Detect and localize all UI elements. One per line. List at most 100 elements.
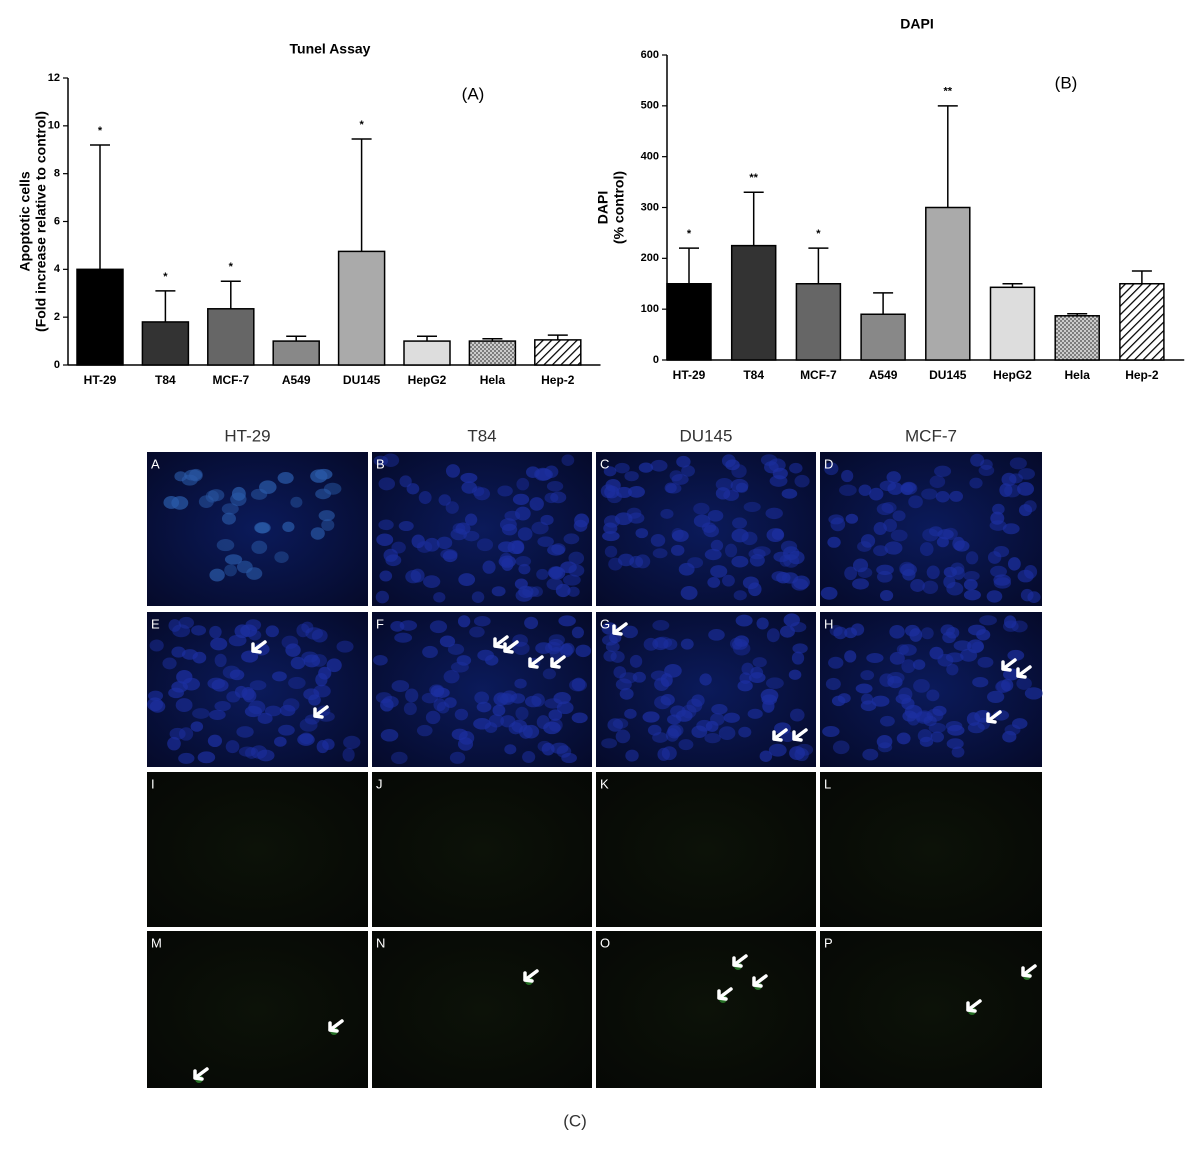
cell <box>512 641 530 655</box>
cell <box>791 651 805 665</box>
arrow <box>717 987 733 1001</box>
cell <box>272 671 287 682</box>
cell <box>947 724 965 736</box>
arrow <box>328 1019 344 1033</box>
panel-letter: O <box>600 935 610 950</box>
cell <box>691 694 705 707</box>
cell <box>828 514 844 525</box>
cell <box>604 485 620 499</box>
cell <box>866 652 884 663</box>
cell <box>323 482 342 495</box>
cell <box>378 519 394 531</box>
bar <box>76 268 124 366</box>
bar <box>1119 283 1165 361</box>
cell <box>667 714 682 725</box>
cell <box>890 529 908 542</box>
cell <box>703 524 719 538</box>
cell <box>861 693 874 705</box>
x-tick-label: Hela <box>1065 368 1091 382</box>
significance-mark: * <box>98 125 103 137</box>
cell <box>391 541 406 554</box>
cell <box>390 751 408 764</box>
bar <box>468 340 517 366</box>
cell <box>178 727 194 741</box>
cell <box>518 563 531 575</box>
cell <box>573 519 588 532</box>
cell <box>544 465 559 478</box>
cell <box>301 621 314 634</box>
cell <box>643 637 659 651</box>
cell <box>497 485 513 497</box>
cell <box>265 625 279 638</box>
cell <box>977 656 994 668</box>
cell <box>1018 504 1033 517</box>
cell <box>822 725 840 738</box>
cell <box>501 523 518 536</box>
x-tick-label: DU145 <box>343 373 381 387</box>
cell <box>790 708 805 722</box>
cell <box>499 552 513 567</box>
cell <box>614 512 633 526</box>
cell <box>1007 649 1025 661</box>
cell <box>1016 677 1032 690</box>
cell <box>568 564 585 577</box>
cell <box>949 490 964 502</box>
cell <box>285 643 301 657</box>
cell <box>707 576 721 588</box>
cell <box>743 501 761 512</box>
cell <box>436 536 453 550</box>
cell <box>678 739 694 751</box>
cell <box>492 704 506 717</box>
panel-letter: I <box>151 776 155 791</box>
y-tick-label: 500 <box>641 100 659 112</box>
cell <box>169 727 186 740</box>
cell <box>282 698 300 712</box>
significance-mark: * <box>229 261 234 273</box>
cell <box>902 568 916 581</box>
cell <box>476 538 494 552</box>
cell <box>661 746 677 761</box>
cell <box>1002 668 1020 681</box>
cell <box>990 565 1007 578</box>
cell <box>664 663 682 678</box>
cell <box>529 497 544 511</box>
cell <box>422 645 438 659</box>
cell <box>953 640 972 651</box>
cell <box>250 488 268 500</box>
cell <box>168 619 181 632</box>
cell <box>471 591 485 603</box>
cell <box>707 509 724 522</box>
cell <box>1004 724 1021 736</box>
cell <box>498 541 515 553</box>
x-tick-label: T84 <box>155 373 176 387</box>
cell <box>343 735 361 749</box>
x-tick-label: HT-29 <box>673 368 706 382</box>
cell <box>629 654 643 668</box>
x-tick-label: HepG2 <box>993 368 1032 382</box>
cell <box>1002 730 1017 743</box>
cell <box>762 699 775 713</box>
cell <box>612 718 629 729</box>
cell <box>310 469 328 483</box>
cell <box>722 574 735 587</box>
y-tick-label: 100 <box>641 303 659 315</box>
cell <box>234 624 251 639</box>
arrow <box>772 728 788 742</box>
cell <box>540 514 554 526</box>
cell <box>296 623 310 638</box>
x-tick-label: MCF-7 <box>800 368 837 382</box>
micrograph: P <box>820 931 1042 1088</box>
error-bar <box>937 105 958 208</box>
cell <box>665 483 682 494</box>
cell <box>873 545 889 557</box>
y-tick-label: 4 <box>54 263 61 275</box>
cell <box>376 533 394 546</box>
cell <box>568 551 585 565</box>
arrow <box>612 622 628 636</box>
y-axis-label: (Fold increase relative to control) <box>33 111 49 332</box>
cell <box>398 521 414 532</box>
cell <box>735 614 753 627</box>
cell <box>537 536 554 547</box>
y-tick-label: 6 <box>54 215 60 227</box>
cell <box>473 616 491 627</box>
